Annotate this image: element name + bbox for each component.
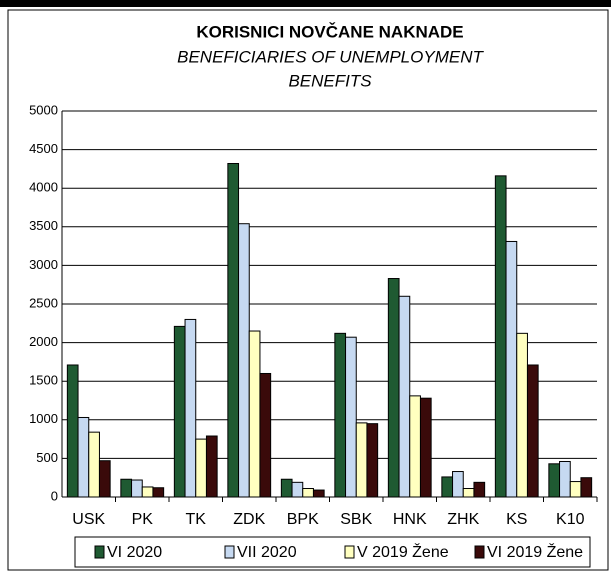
bar [131,479,143,498]
bar [580,477,593,498]
x-tick-label: K10 [556,511,585,528]
x-tick-label: SBK [340,511,372,528]
bar [98,460,111,498]
legend-label: VI 2020 [107,544,162,561]
y-tick-label: 5000 [29,102,58,117]
bar [505,240,518,498]
bar [516,332,528,498]
x-tick-label: PK [132,511,154,528]
bar [345,336,357,498]
x-tick-label: ZDK [233,511,265,528]
legend-swatch [94,545,105,559]
y-tick-label: 1500 [29,373,58,388]
y-tick-label: 2500 [29,295,58,310]
bar [526,364,539,498]
bar [88,431,100,498]
legend-swatch [224,545,235,559]
bar [238,223,250,498]
legend-swatch [344,545,355,559]
legend-label: VII 2020 [237,544,297,561]
bar [227,162,240,498]
bar [462,488,475,498]
bar [291,481,304,498]
bar [205,435,218,498]
chart-subtitle: BENEFITS [288,71,372,90]
bar [259,372,272,498]
bar [312,489,325,498]
bar [355,422,368,498]
bar [473,481,486,498]
bar [548,463,561,498]
y-tick-label: 4500 [29,141,58,156]
bar [419,397,432,498]
x-tick-label: HNK [393,511,427,528]
bar [173,325,186,498]
y-tick-label: 4000 [29,180,58,195]
bar [409,395,421,498]
bar [334,332,347,498]
x-tick-label: TK [186,511,207,528]
bar [387,278,400,498]
y-tick-label: 3000 [29,257,58,272]
legend-label: VI 2019 Žene [487,542,583,561]
y-tick-label: 2000 [29,334,58,349]
chart-subtitle: BENEFICIARIES OF UNEMPLOYMENT [177,47,484,66]
legend-label: V 2019 Žene [357,542,449,561]
bar [452,471,464,498]
bar [66,364,79,498]
y-tick-label: 500 [36,450,58,465]
bar [441,476,454,498]
x-tick-label: ZHK [447,511,479,528]
y-tick-label: 1000 [29,411,58,426]
chart-title: KORISNICI NOVČANE NAKNADE [196,22,463,41]
bar [302,488,314,498]
y-tick-label: 0 [51,488,58,503]
bar [120,478,133,498]
bar [494,175,507,498]
bar [366,423,379,498]
x-tick-label: BPK [287,511,319,528]
bar [398,295,411,498]
top-border [0,0,611,7]
x-tick-label: USK [72,511,105,528]
bar [152,487,165,498]
bar [248,330,261,498]
y-tick-label: 3500 [29,218,58,233]
bar [184,318,197,498]
bar [280,478,293,498]
bar [195,438,207,498]
bar [141,486,154,498]
bar [559,460,571,498]
bar [569,481,582,498]
legend-swatch [474,545,485,559]
legend-box [74,536,591,568]
bar [77,416,90,498]
x-tick-label: KS [506,511,527,528]
